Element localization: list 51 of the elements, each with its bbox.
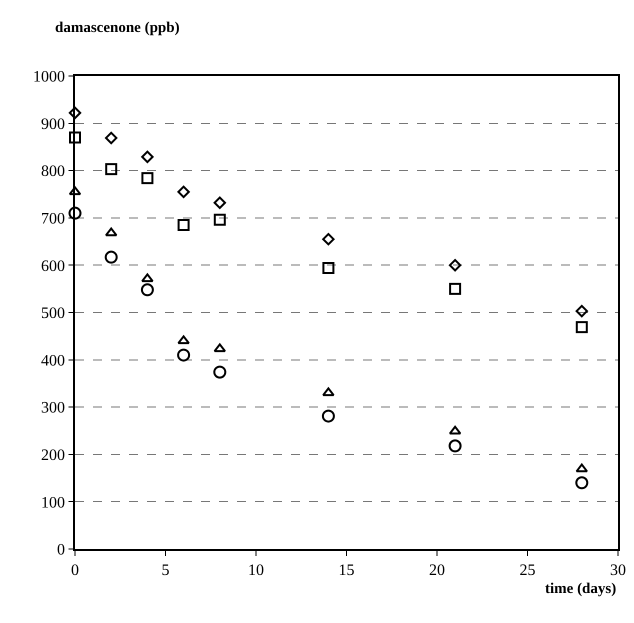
point [68,186,82,196]
point [448,259,462,272]
point [575,476,588,490]
point [141,172,154,184]
y-tick-label: 100 [41,494,66,512]
y-tick-label: 0 [57,542,66,559]
point [322,262,334,274]
point [141,273,154,282]
y-tick-label: 600 [41,258,66,275]
x-tick-label: 20 [429,562,445,579]
point [322,410,335,423]
point [69,131,81,144]
point [68,206,82,220]
point [105,228,118,236]
y-tick-label: 300 [41,400,66,417]
point [214,196,226,209]
point [177,348,190,362]
point [214,214,226,226]
point [68,106,82,120]
x-tick-label: 25 [520,562,536,579]
y-tick-label: 200 [41,447,66,464]
point [448,439,462,452]
point [177,335,190,344]
x-tick-label: 0 [71,562,79,579]
x-tick-label: 10 [248,562,264,579]
y-tick-label: 1000 [33,68,66,86]
point [104,250,118,264]
y-axis-title: damascenone (ppb) [55,20,180,36]
point [322,232,335,246]
point [141,150,154,164]
y-tick-label: 700 [41,210,66,228]
y-tick-label: 400 [41,352,66,370]
y-tick-label: 900 [41,116,66,133]
point [177,186,190,198]
point [576,321,588,334]
x-tick-label: 15 [338,562,354,579]
point [178,219,190,231]
point [105,163,118,176]
point [322,387,335,396]
point [449,282,462,295]
x-tick-label: 30 [610,562,626,579]
point [105,132,118,144]
point [576,464,588,472]
y-tick-label: 800 [41,163,66,180]
point [214,343,226,352]
point [576,304,588,318]
point [213,366,226,379]
point [140,283,154,296]
x-axis-title: time (days) [545,581,616,597]
y-tick-label: 500 [41,305,66,322]
x-tick-label: 5 [162,562,170,579]
